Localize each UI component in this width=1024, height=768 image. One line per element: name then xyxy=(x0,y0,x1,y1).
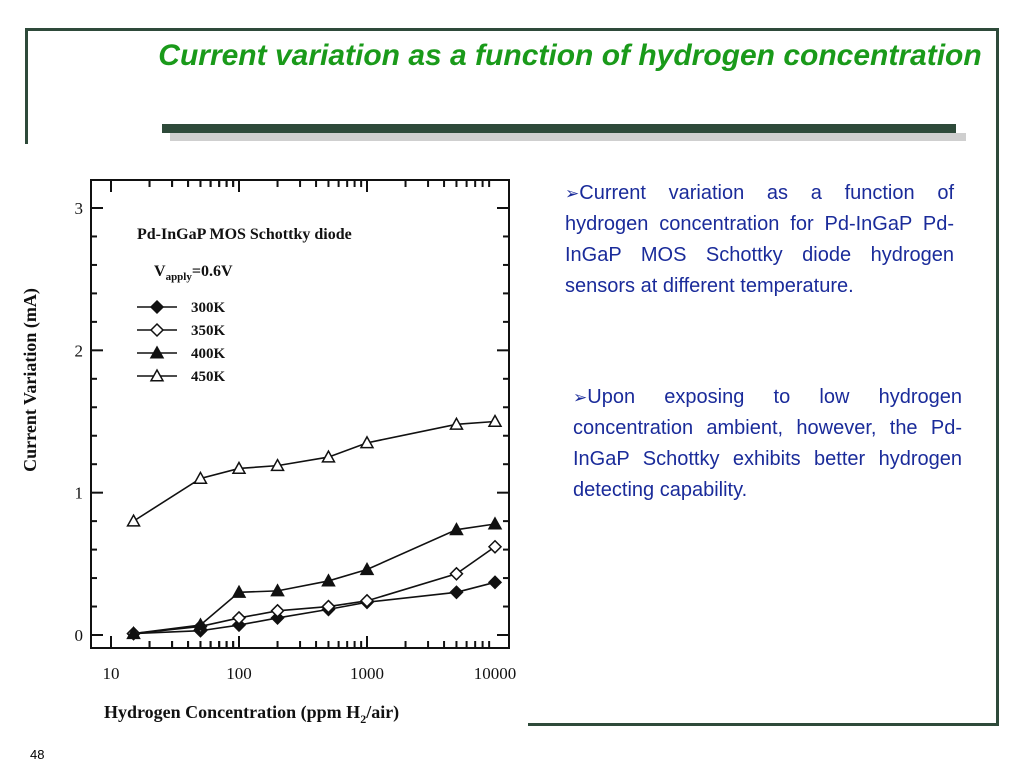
series-line-450K xyxy=(133,420,496,522)
y-tick-label: 3 xyxy=(75,199,84,218)
bullet-1-text: Current variation as a function of hydro… xyxy=(565,182,954,297)
chart-panel: 10 100 1000 10000 0 1 2 3 300K 350K 400K 450K Pd-I… xyxy=(14,158,528,726)
arrow-bullet-icon: ➢ xyxy=(565,184,580,203)
slide-title: Current variation as a function of hydro… xyxy=(158,39,982,72)
legend-marker xyxy=(149,322,165,338)
plot-frame xyxy=(90,179,510,649)
y-tick-label: 2 xyxy=(75,341,84,360)
data-point-400K xyxy=(270,583,285,597)
data-point-450K xyxy=(270,458,285,472)
data-point-450K xyxy=(193,470,208,484)
chart-legend: 300K 350K 400K 450K xyxy=(137,299,226,385)
frame-top-border xyxy=(25,28,999,31)
data-point-350K xyxy=(449,566,464,581)
legend-label: 300K xyxy=(191,300,226,316)
title-underline-bar xyxy=(162,124,956,133)
data-point-450K xyxy=(321,449,336,463)
chart-title: Pd-InGaP MOS Schottky diode xyxy=(137,226,352,243)
data-point-350K xyxy=(321,599,336,614)
data-point-350K xyxy=(487,539,503,554)
legend-item-450K: 450K xyxy=(137,368,226,385)
series-line-400K xyxy=(133,523,496,635)
plot-border xyxy=(90,179,510,649)
legend-marker xyxy=(149,368,165,382)
frame-left-border xyxy=(25,28,28,144)
frame-bottom-border xyxy=(528,723,999,726)
data-point-450K xyxy=(359,435,375,449)
data-point-450K xyxy=(487,413,503,428)
x-axis-label: Hydrogen Concentration (ppm H2/air) xyxy=(104,702,399,726)
legend-marker xyxy=(149,345,165,359)
axis-tick-labels: 10 100 1000 10000 0 1 2 3 xyxy=(75,199,517,683)
data-point-300K xyxy=(487,575,503,590)
data-point-300K xyxy=(449,585,464,600)
data-point-400K xyxy=(231,584,247,598)
data-point-400K xyxy=(449,522,464,536)
data-point-300K xyxy=(270,610,285,625)
series-line-350K xyxy=(133,546,496,635)
series-450K xyxy=(126,413,503,527)
series-350K xyxy=(126,539,503,641)
legend-label: 350K xyxy=(191,323,226,339)
frame-right-border xyxy=(996,28,999,726)
legend-item-300K: 300K xyxy=(137,299,226,316)
bullet-text-2: ➢Upon exposing to low hydrogen concentra… xyxy=(573,382,962,506)
x-tick-label: 100 xyxy=(226,664,252,683)
data-point-450K xyxy=(126,513,141,527)
series-layer xyxy=(126,413,503,641)
legend-label: 450K xyxy=(191,369,226,385)
bullet-text-1: ➢Current variation as a function of hydr… xyxy=(565,178,954,302)
data-point-450K xyxy=(231,460,247,475)
x-tick-label: 10000 xyxy=(474,664,517,683)
y-axis-label: Current Variation (mA) xyxy=(20,288,41,472)
data-point-350K xyxy=(231,610,247,625)
legend-label: 400K xyxy=(191,346,226,362)
axis-ticks xyxy=(91,180,509,648)
x-tick-label: 1000 xyxy=(350,664,384,683)
data-point-400K xyxy=(126,626,141,640)
x-tick-label: 10 xyxy=(103,664,120,683)
arrow-bullet-icon: ➢ xyxy=(573,388,588,407)
data-point-400K xyxy=(321,573,336,587)
bullet-2-text: Upon exposing to low hydrogen concentrat… xyxy=(573,386,962,501)
data-point-450K xyxy=(449,416,464,430)
legend-item-350K: 350K xyxy=(137,322,226,339)
y-tick-label: 0 xyxy=(75,626,84,645)
data-point-400K xyxy=(193,617,208,631)
current-variation-chart: 10 100 1000 10000 0 1 2 3 300K 350K 400K 450K Pd-I… xyxy=(20,179,517,726)
page-number: 48 xyxy=(30,747,45,762)
data-point-400K xyxy=(359,561,375,576)
data-point-300K xyxy=(231,617,247,633)
series-400K xyxy=(126,516,503,640)
data-point-350K xyxy=(359,593,375,608)
title-underline-shadow xyxy=(170,133,966,141)
y-tick-label: 1 xyxy=(75,484,84,503)
data-point-400K xyxy=(487,516,503,530)
chart-annotation: Vapply=0.6V xyxy=(154,263,233,283)
legend-item-400K: 400K xyxy=(137,345,226,362)
legend-marker xyxy=(149,299,165,315)
data-point-350K xyxy=(270,603,285,618)
